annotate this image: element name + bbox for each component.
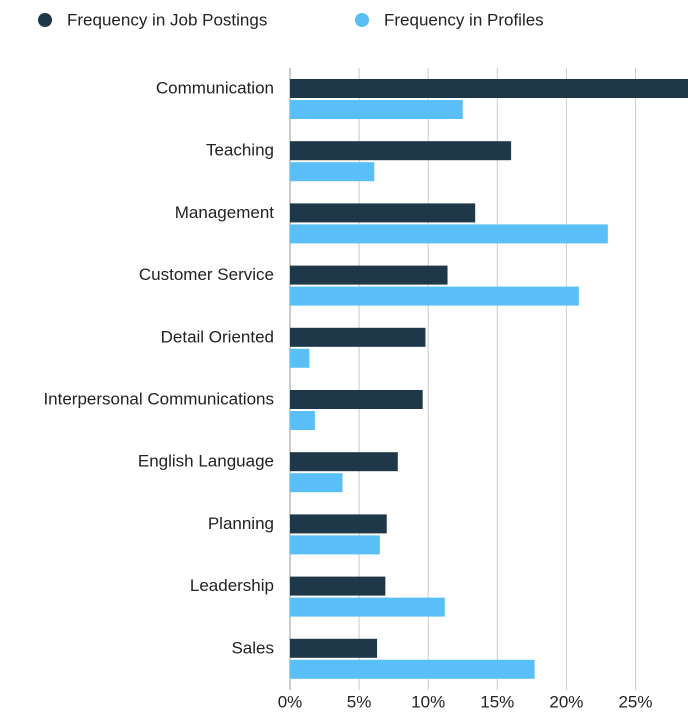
y-tick-label: Sales [231,638,274,657]
bar [290,141,512,161]
bar [290,286,579,306]
bar [290,348,310,368]
x-tick-label: 5% [347,692,372,711]
bar [290,79,688,98]
x-tick-label: 15% [480,692,514,711]
y-tick-label: Detail Oriented [161,327,274,346]
bar [290,100,463,119]
bar [290,162,375,182]
bar [290,535,380,555]
bar [290,327,426,347]
legend-marker [38,13,52,27]
y-tick-label: Customer Service [139,265,274,284]
legend-label: Frequency in Profiles [384,10,544,29]
bar [290,659,535,679]
y-tick-label: Leadership [190,576,274,595]
bar [290,265,448,285]
y-tick-label: Interpersonal Communications [43,389,274,408]
legend-marker [355,13,369,27]
legend-label: Frequency in Job Postings [67,10,267,29]
bar [290,597,445,617]
x-tick-label: 10% [411,692,445,711]
x-tick-label: 20% [549,692,583,711]
bar [290,390,423,409]
bar [290,452,398,472]
bar [290,473,343,493]
y-tick-label: Teaching [206,141,274,160]
bar [290,411,315,430]
y-tick-label: English Language [138,452,274,471]
y-tick-label: Management [175,203,275,222]
bar [290,638,378,658]
y-tick-label: Communication [156,78,274,97]
x-tick-label: 25% [618,692,652,711]
bar [290,203,476,223]
bar [290,224,608,244]
x-tick-label: 0% [278,692,303,711]
y-tick-label: Planning [208,514,274,533]
bar [290,514,387,534]
bar [290,576,386,596]
